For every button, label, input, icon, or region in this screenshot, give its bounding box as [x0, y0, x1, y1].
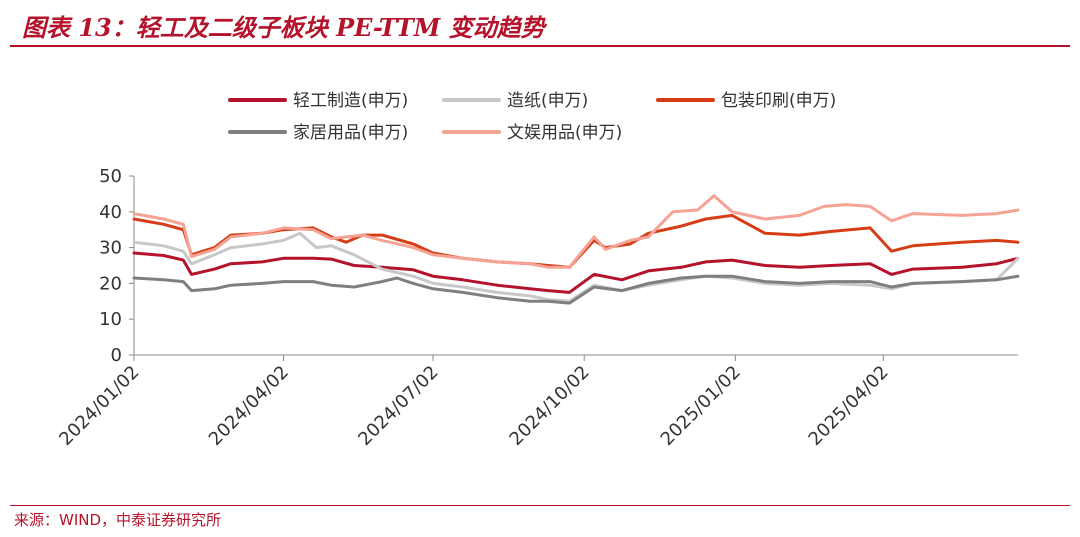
- x-tick-label: 2024/07/02: [354, 362, 442, 450]
- series-line-1: [132, 231, 1020, 303]
- x-tick-label: 2024/10/02: [506, 362, 594, 450]
- y-tick-label: 0: [111, 345, 122, 366]
- y-tick-label: 40: [99, 202, 122, 223]
- series-line-0: [132, 251, 1020, 294]
- source-divider: [10, 505, 1070, 506]
- y-tick-label: 10: [99, 309, 122, 330]
- legend-label: 包装印刷(申万): [721, 91, 836, 111]
- source-note: 来源：WIND，中泰证券研究所: [14, 511, 222, 529]
- title-divider: [10, 45, 1070, 47]
- series-line-3: [132, 274, 1020, 305]
- y-tick-label: 30: [99, 238, 122, 259]
- legend-label: 轻工制造(申万): [293, 91, 408, 111]
- x-tick-label: 2025/04/02: [805, 362, 893, 450]
- y-tick-label: 20: [99, 273, 122, 294]
- x-tick-label: 2024/04/02: [205, 362, 293, 450]
- legend-label: 文娱用品(申万): [507, 123, 622, 143]
- page-title: 图表 13：轻工及二级子板块 PE-TTM 变动趋势: [22, 13, 545, 42]
- pe-ttm-line-chart: 0 10 20 30 40 50 2024/01/02 2024/04/02 2024/07/0…: [55, 91, 1020, 450]
- x-tick-label: 2024/01/02: [55, 362, 143, 450]
- legend-label: 造纸(申万): [507, 91, 588, 111]
- y-tick-label: 50: [99, 166, 122, 187]
- series-line-4: [132, 194, 1020, 269]
- legend-label: 家居用品(申万): [293, 123, 408, 143]
- x-tick-label: 2025/01/02: [657, 362, 745, 450]
